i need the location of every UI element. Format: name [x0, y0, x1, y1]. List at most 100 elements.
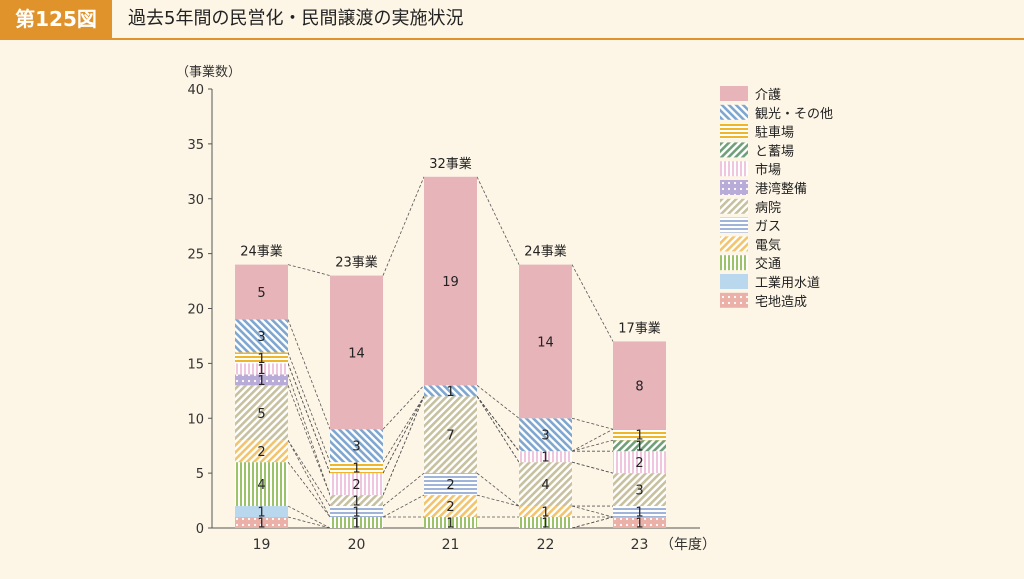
data-label: 1: [635, 517, 643, 532]
connector-line: [382, 396, 425, 496]
connector-line: [476, 176, 520, 265]
y-tick-label: 30: [187, 193, 204, 208]
bar-segment: [613, 429, 666, 441]
bar-segment: [235, 363, 288, 375]
bar-segment: [613, 451, 666, 474]
bar-segment: [235, 517, 288, 528]
data-label: 1: [352, 517, 360, 532]
y-tick-label: 40: [187, 83, 204, 98]
x-tick-label: 23: [631, 537, 649, 553]
connector-line: [476, 472, 520, 507]
legend-label: 宅地造成: [755, 295, 807, 310]
bar-segment: [330, 506, 383, 518]
connector-line: [287, 374, 331, 496]
connector-line: [287, 461, 331, 518]
data-label: 1: [352, 506, 360, 521]
data-label: 1: [257, 352, 265, 367]
header-divider: [0, 38, 1024, 40]
legend-swatch: [720, 123, 748, 139]
connector-line: [382, 472, 425, 507]
legend-swatch: [720, 104, 748, 120]
legend-swatch: [720, 236, 748, 252]
total-label: 17事業: [618, 320, 661, 336]
bar-segment: [519, 418, 572, 452]
connector-line: [571, 505, 614, 518]
connector-line: [287, 505, 331, 529]
data-label: 2: [257, 445, 265, 460]
data-label: 3: [635, 484, 643, 499]
connector-line: [287, 352, 331, 463]
bar-segment: [424, 495, 477, 518]
y-tick-label: 15: [187, 357, 204, 372]
data-label: 1: [352, 495, 360, 510]
legend-swatch: [720, 255, 748, 271]
legend-swatch: [720, 217, 748, 233]
data-label: 19: [442, 275, 459, 290]
bar-segment: [424, 473, 477, 496]
data-label: 1: [541, 506, 549, 521]
y-tick-label: 0: [196, 522, 204, 537]
bar-segment: [235, 352, 288, 364]
connector-line: [287, 385, 331, 496]
legend-label: 介護: [755, 87, 781, 103]
connector-line: [287, 264, 331, 276]
x-tick-label: 19: [253, 537, 271, 553]
figure-number: 第125図: [0, 0, 112, 38]
connector-line: [571, 439, 614, 452]
bar-segment: [424, 176, 477, 386]
bar-segment: [235, 319, 288, 353]
x-tick-label: 22: [537, 537, 555, 553]
data-label: 1: [635, 440, 643, 455]
bar-segment: [235, 462, 288, 507]
bar-segment: [613, 517, 666, 528]
data-label: 4: [257, 478, 265, 493]
legend-swatch: [720, 274, 748, 289]
connector-line: [571, 417, 614, 430]
legend-label: 電気: [755, 237, 781, 253]
bar-segment: [330, 517, 383, 528]
legend-swatch: [720, 292, 748, 308]
connector-line: [382, 176, 425, 276]
bar-segment: [235, 374, 288, 386]
connector-line: [476, 396, 520, 463]
bar-segment: [519, 451, 572, 463]
connector-line: [287, 440, 331, 518]
bar-segment: [424, 385, 477, 397]
connector-line: [382, 385, 425, 430]
data-label: 1: [541, 451, 549, 466]
x-axis-unit-label: （年度）: [660, 537, 716, 553]
bar-segment: [235, 264, 288, 320]
data-label: 5: [257, 286, 265, 301]
page-title: 過去5年間の民営化・民間譲渡の実施状況: [128, 8, 464, 29]
connector-line: [476, 396, 520, 452]
data-label: 2: [446, 478, 454, 493]
data-label: 1: [446, 517, 454, 532]
connector-line: [571, 264, 614, 342]
data-label: 3: [541, 429, 549, 444]
total-label: 32事業: [429, 156, 472, 172]
header: 第125図 過去5年間の民営化・民間譲渡の実施状況: [0, 0, 1024, 40]
connector-line: [571, 428, 614, 452]
connector-line: [476, 385, 520, 419]
legend-label: 駐車場: [755, 126, 794, 141]
data-label: 1: [541, 517, 549, 532]
connector-line: [571, 516, 614, 529]
total-label: 24事業: [524, 244, 567, 260]
data-label: 3: [257, 330, 265, 345]
legend-swatch: [720, 198, 748, 214]
y-tick-label: 20: [187, 303, 204, 318]
data-label: 1: [352, 462, 360, 477]
y-tick-label: 10: [187, 412, 204, 427]
connector-line: [287, 319, 331, 430]
legend-swatch: [720, 161, 748, 177]
total-label: 23事業: [335, 255, 378, 271]
data-label: 1: [635, 429, 643, 444]
bar-segment: [519, 264, 572, 419]
data-label: 7: [446, 429, 454, 444]
connector-line: [571, 461, 614, 474]
data-label: 1: [257, 517, 265, 532]
y-tick-label: 35: [187, 138, 204, 153]
bar-segment: [613, 506, 666, 518]
bar-segment: [235, 385, 288, 441]
